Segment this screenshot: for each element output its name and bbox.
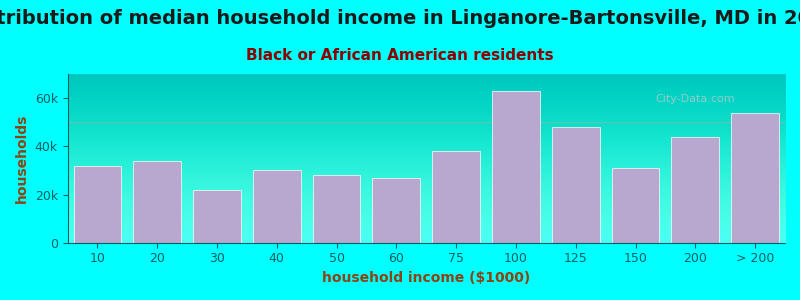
Bar [373,178,420,243]
Text: City-Data.com: City-Data.com [656,94,735,104]
Bar [731,112,779,243]
X-axis label: household income ($1000): household income ($1000) [322,271,530,285]
Bar [313,175,361,243]
Bar [74,166,122,243]
Bar [492,91,540,243]
Bar [671,137,719,243]
Bar [432,151,480,243]
Bar [134,161,181,243]
Y-axis label: households: households [15,114,29,203]
Bar [253,170,301,243]
Text: Distribution of median household income in Linganore-Bartonsville, MD in 2022: Distribution of median household income … [0,9,800,28]
Bar [193,190,241,243]
Text: Black or African American residents: Black or African American residents [246,48,554,63]
Bar [612,168,659,243]
Bar [552,127,600,243]
